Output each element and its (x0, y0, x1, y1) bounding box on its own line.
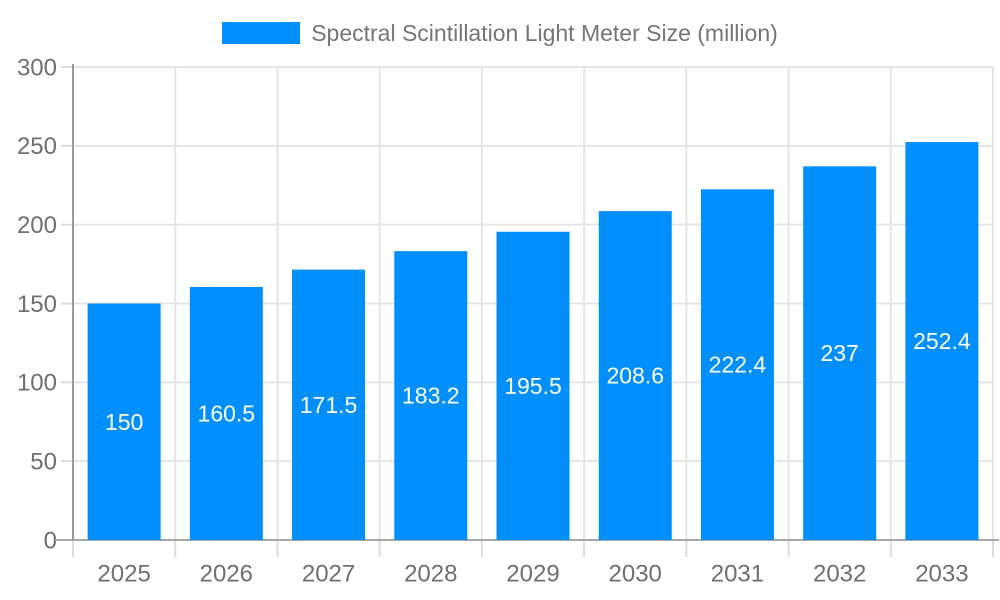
bar-2028[interactable] (394, 251, 468, 540)
bar-value-label: 237 (820, 340, 858, 366)
bar-2026[interactable] (189, 286, 263, 540)
bar-value-label: 171.5 (300, 392, 358, 418)
bar-value-label: 160.5 (198, 401, 256, 427)
bar-2027[interactable] (292, 269, 366, 540)
legend-label: Spectral Scintillation Light Meter Size … (311, 20, 778, 46)
x-axis-label: 2028 (404, 560, 457, 587)
y-axis-label: 50 (30, 449, 57, 476)
bar-value-label: 150 (105, 409, 143, 435)
y-axis-label: 100 (17, 370, 57, 397)
x-axis-label: 2032 (813, 560, 866, 587)
x-axis-label: 2030 (609, 560, 662, 587)
bar-value-label: 183.2 (402, 383, 460, 409)
legend-swatch-icon (222, 22, 301, 44)
bar-2029[interactable] (496, 231, 570, 541)
bar-value-label: 222.4 (709, 352, 767, 378)
y-axis-label: 200 (17, 212, 57, 239)
x-axis-label: 2025 (97, 560, 150, 587)
legend: Spectral Scintillation Light Meter Size … (0, 20, 1000, 46)
x-axis-label: 2026 (200, 560, 253, 587)
bar-2030[interactable] (598, 211, 672, 540)
y-axis-label: 250 (17, 133, 57, 160)
y-axis-label: 150 (17, 291, 57, 318)
bar-2033[interactable] (905, 142, 979, 541)
bar-2025[interactable] (87, 303, 161, 541)
bar-value-label: 252.4 (913, 328, 971, 354)
y-axis-label: 300 (17, 54, 57, 81)
bar-value-label: 208.6 (606, 363, 664, 389)
bar-value-label: 195.5 (504, 373, 562, 399)
bar-2032[interactable] (803, 166, 877, 540)
x-axis-label: 2033 (915, 560, 968, 587)
legend-item[interactable]: Spectral Scintillation Light Meter Size … (222, 20, 778, 46)
bar-2031[interactable] (700, 189, 774, 540)
x-axis-label: 2031 (711, 560, 764, 587)
x-axis-label: 2029 (506, 560, 559, 587)
x-axis-label: 2027 (302, 560, 355, 587)
y-axis-label: 0 (44, 527, 57, 554)
